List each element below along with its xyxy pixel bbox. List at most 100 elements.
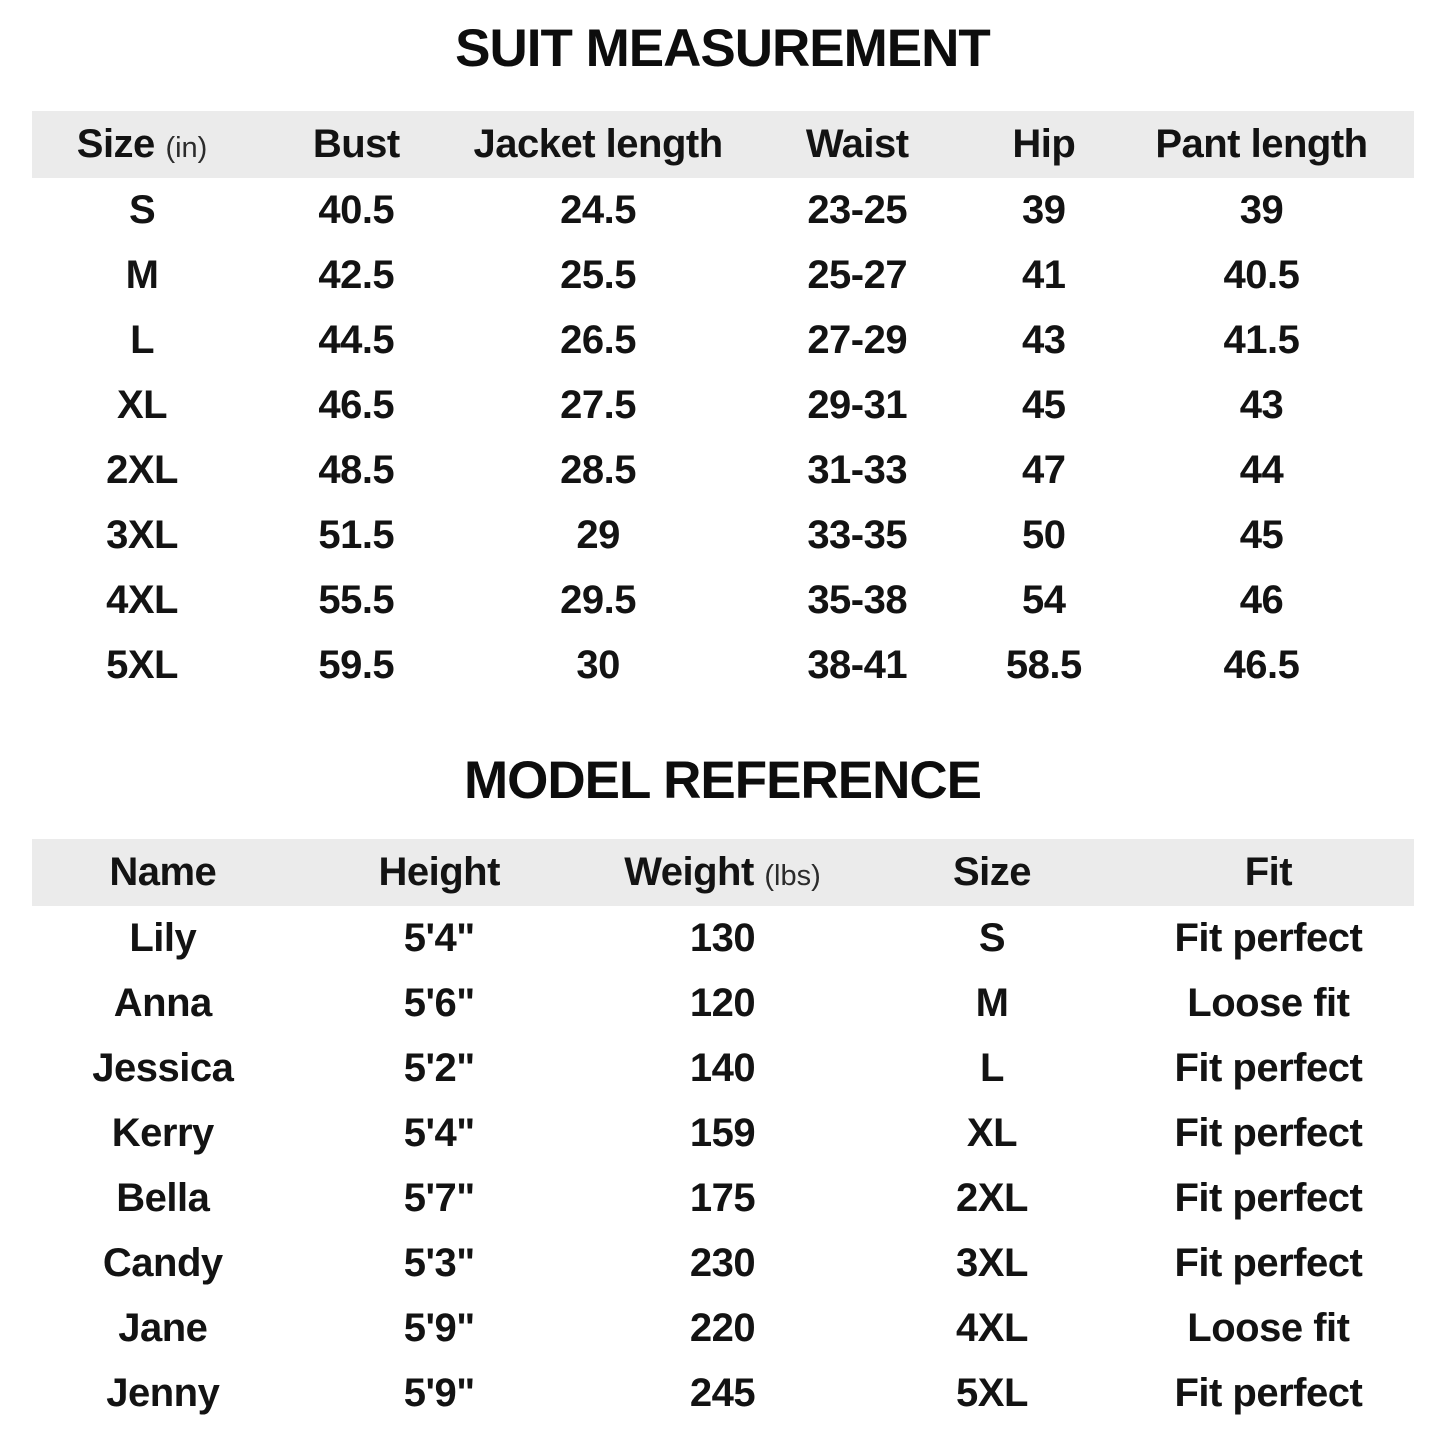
model-row-jane: Jane 5'9" 220 4XL Loose fit — [32, 1296, 1414, 1361]
model-size-cell: L — [980, 1046, 1004, 1090]
size-unit-label: (in) — [165, 132, 208, 164]
weight-header-label: Weight — [624, 850, 754, 894]
weight-unit-label: (lbs) — [764, 860, 821, 892]
suit-row-5xl: 5XL 59.5 30 38-41 58.5 46.5 — [32, 633, 1414, 698]
suit-measurement-title: SUIT MEASUREMENT — [455, 19, 991, 78]
suit-measurement-table: Size (in) Bust Jacket length Waist Hip P… — [31, 111, 1414, 698]
suit-row-s: S 40.5 24.5 23-25 39 39 — [32, 178, 1414, 243]
model-size-cell: 2XL — [956, 1176, 1028, 1220]
model-row-jessica: Jessica 5'2" 140 L Fit perfect — [32, 1036, 1414, 1101]
column-header-hip: Hip — [1012, 122, 1076, 166]
fit-cell: Fit perfect — [1174, 1241, 1363, 1285]
model-row-kerry: Kerry 5'4" 159 XL Fit perfect — [32, 1101, 1414, 1166]
pant-length-cell: 44 — [1239, 448, 1284, 492]
hip-cell: 41 — [1022, 253, 1066, 297]
fit-cell: Loose fit — [1187, 1306, 1350, 1350]
model-size-cell: 3XL — [956, 1241, 1028, 1285]
waist-cell: 23-25 — [807, 188, 908, 232]
jacket-length-cell: 29 — [576, 513, 620, 557]
column-header-weight: Weight (lbs) — [584, 839, 860, 906]
height-cell: 5'7" — [403, 1176, 475, 1220]
pant-length-cell: 46 — [1239, 578, 1284, 622]
fit-cell: Fit perfect — [1174, 916, 1363, 960]
hip-cell: 43 — [1022, 318, 1066, 362]
pant-length-cell: 45 — [1239, 513, 1284, 557]
bust-cell: 40.5 — [318, 188, 395, 232]
size-cell: XL — [116, 383, 168, 427]
size-cell: M — [125, 253, 159, 297]
column-header-jacket-length: Jacket length — [473, 122, 724, 166]
pant-length-cell: 41.5 — [1223, 318, 1300, 362]
waist-cell: 27-29 — [807, 318, 908, 362]
bust-cell: 44.5 — [318, 318, 395, 362]
column-header-pant-length: Pant length — [1155, 122, 1368, 166]
size-cell: S — [128, 188, 156, 232]
model-reference-table: Name Height Weight (lbs) Size Fit Lily 5… — [31, 839, 1414, 1426]
suit-header-row: Size (in) Bust Jacket length Waist Hip P… — [31, 111, 1414, 178]
size-cell: 4XL — [106, 578, 178, 622]
weight-cell: 130 — [689, 916, 756, 960]
bust-cell: 42.5 — [318, 253, 395, 297]
waist-cell: 35-38 — [807, 578, 908, 622]
height-cell: 5'9" — [403, 1371, 475, 1415]
weight-cell: 245 — [689, 1371, 756, 1415]
height-cell: 5'6" — [403, 981, 475, 1025]
fit-cell: Loose fit — [1187, 981, 1350, 1025]
pant-length-cell: 46.5 — [1223, 643, 1300, 687]
bust-cell: 46.5 — [318, 383, 395, 427]
column-header-name: Name — [109, 850, 217, 894]
waist-cell: 25-27 — [807, 253, 908, 297]
model-size-cell: 4XL — [956, 1306, 1028, 1350]
suit-row-4xl: 4XL 55.5 29.5 35-38 54 46 — [32, 568, 1414, 633]
bust-cell: 51.5 — [318, 513, 395, 557]
suit-row-l: L 44.5 26.5 27-29 43 41.5 — [32, 308, 1414, 373]
jacket-length-cell: 25.5 — [560, 253, 637, 297]
name-cell: Lily — [129, 916, 197, 960]
name-cell: Bella — [116, 1176, 210, 1220]
fit-cell: Fit perfect — [1174, 1371, 1363, 1415]
height-cell: 5'4" — [403, 916, 475, 960]
column-header-size: Size (in) — [32, 111, 253, 178]
model-size-cell: 5XL — [956, 1371, 1028, 1415]
bust-cell: 59.5 — [318, 643, 395, 687]
model-row-anna: Anna 5'6" 120 M Loose fit — [32, 971, 1414, 1036]
suit-row-2xl: 2XL 48.5 28.5 31-33 47 44 — [32, 438, 1414, 503]
waist-cell: 38-41 — [807, 643, 908, 687]
size-cell: 5XL — [106, 643, 178, 687]
jacket-length-cell: 24.5 — [560, 188, 637, 232]
fit-cell: Fit perfect — [1174, 1111, 1363, 1155]
height-cell: 5'9" — [403, 1306, 475, 1350]
height-cell: 5'3" — [403, 1241, 475, 1285]
model-size-cell: S — [978, 916, 1006, 960]
model-row-candy: Candy 5'3" 230 3XL Fit perfect — [32, 1231, 1414, 1296]
model-header-row: Name Height Weight (lbs) Size Fit — [31, 839, 1414, 906]
jacket-length-cell: 30 — [576, 643, 620, 687]
fit-cell: Fit perfect — [1174, 1046, 1363, 1090]
size-cell: 2XL — [106, 448, 178, 492]
model-reference-title: MODEL REFERENCE — [463, 751, 982, 810]
jacket-length-cell: 27.5 — [560, 383, 637, 427]
weight-cell: 120 — [689, 981, 756, 1025]
weight-cell: 175 — [689, 1176, 756, 1220]
name-cell: Anna — [113, 981, 212, 1025]
name-cell: Jenny — [106, 1371, 220, 1415]
size-cell: 3XL — [106, 513, 178, 557]
weight-cell: 220 — [689, 1306, 756, 1350]
fit-cell: Fit perfect — [1174, 1176, 1363, 1220]
model-row-jenny: Jenny 5'9" 245 5XL Fit perfect — [32, 1361, 1414, 1426]
hip-cell: 54 — [1022, 578, 1066, 622]
waist-cell: 33-35 — [807, 513, 908, 557]
column-header-fit: Fit — [1244, 850, 1293, 894]
hip-cell: 58.5 — [1005, 643, 1082, 687]
hip-cell: 47 — [1022, 448, 1066, 492]
name-cell: Kerry — [111, 1111, 215, 1155]
column-header-height: Height — [378, 850, 500, 894]
column-header-waist: Waist — [805, 122, 909, 166]
weight-cell: 230 — [689, 1241, 756, 1285]
size-cell: L — [130, 318, 155, 362]
waist-cell: 31-33 — [807, 448, 908, 492]
bust-cell: 48.5 — [318, 448, 395, 492]
model-row-bella: Bella 5'7" 175 2XL Fit perfect — [32, 1166, 1414, 1231]
jacket-length-cell: 26.5 — [560, 318, 637, 362]
